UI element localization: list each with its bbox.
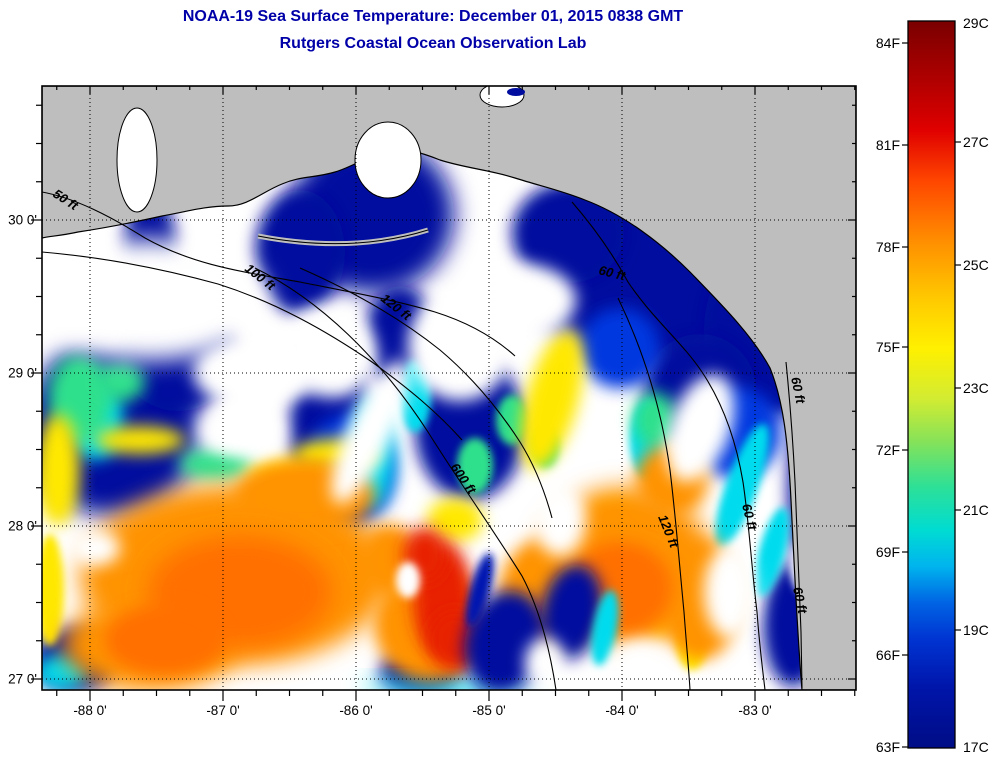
cloud-blob (704, 546, 756, 638)
grid-lines (42, 86, 856, 690)
sst-blob (95, 426, 185, 454)
sst-blob (179, 448, 251, 480)
cbar-label-19c: 19C (963, 622, 989, 638)
cloud-blob (396, 562, 420, 598)
lon-label--88: -88 0' (73, 703, 106, 718)
cloud-blob (525, 638, 565, 686)
lon-label--85: -85 0' (472, 703, 505, 718)
sst-blob (714, 423, 770, 549)
contour-120ft-west (299, 267, 553, 519)
sst-blob (754, 507, 790, 597)
cbar-label-72f: 72F (876, 442, 900, 458)
title: NOAA-19 Sea Surface Temperature: Decembe… (183, 8, 684, 52)
sst-blob (541, 564, 603, 660)
sst-blob (42, 414, 80, 526)
cloud-blob (331, 360, 409, 504)
lon-label--86: -86 0' (339, 703, 372, 718)
cbar-label-29c: 29C (963, 15, 989, 31)
contour-60ft-flcoast (785, 361, 803, 689)
bay-west (116, 107, 158, 213)
cbar-label-17c: 17C (963, 739, 989, 755)
contour-label-60ft-coast-s: 60 ft (790, 586, 810, 616)
sst-blob (580, 308, 660, 388)
contour-50ft (42, 191, 516, 357)
cold-speck (507, 88, 525, 96)
title-line2: Rutgers Coastal Ocean Observation Lab (280, 35, 587, 52)
plot-frame (41, 85, 857, 691)
sst-blob (457, 438, 493, 494)
contour-120ft-east (617, 297, 691, 690)
cbar-label-27c: 27C (963, 134, 989, 150)
cloud-blob (198, 404, 282, 456)
cloud-blob (534, 484, 586, 556)
map-plot-area: 50 ft 100 ft 120 ft 600 ft 60 ft 120 ft … (42, 86, 856, 690)
colorbar-gradient (907, 20, 956, 749)
lat-label-30: 30 0' (8, 213, 37, 228)
contour-60ft-bigbend (571, 201, 766, 690)
lon-label--83: -83 0' (738, 703, 771, 718)
axis-ticks (31, 86, 856, 701)
sea-surface-temperature-field (42, 137, 856, 690)
colorbar: 84F 81F 78F 75F 72F 69F 66F 63F 29C 27C … (876, 15, 989, 755)
sst-blob (520, 330, 584, 470)
cbar-label-25c: 25C (963, 257, 989, 273)
lon-label--87: -87 0' (206, 703, 239, 718)
sst-blob (464, 590, 546, 690)
cloud-blob (614, 642, 666, 682)
land-gulf-coast (42, 86, 856, 690)
cloud-blob (464, 264, 576, 336)
cbar-label-21c: 21C (963, 502, 989, 518)
cbar-label-75f: 75F (876, 339, 900, 355)
land-layer (42, 86, 856, 690)
lon-label--84: -84 0' (605, 703, 638, 718)
cloud-blob (665, 374, 735, 482)
barrier-islands-outline (257, 229, 429, 245)
cloud-blob (70, 530, 120, 566)
contour-600ft (254, 267, 557, 690)
sst-blob (633, 392, 677, 448)
contour-label-60ft-mid: 60 ft (739, 502, 760, 532)
lat-label-27: 27 0' (8, 672, 37, 687)
colorbar-c-labels: 29C 27C 25C 23C 21C 19C 17C (963, 15, 989, 755)
sst-blob (427, 498, 483, 542)
sst-blob (42, 534, 64, 646)
sst-blob (105, 605, 225, 675)
cbar-label-63f: 63F (876, 739, 900, 755)
sst-blob (466, 553, 494, 627)
y-axis-labels: 30 0' 29 0' 28 0' 27 0' (8, 213, 37, 687)
cloud-blob (282, 306, 378, 398)
contour-label-60ft-coast-n: 60 ft (788, 376, 808, 406)
colorbar-ticks (902, 42, 961, 748)
colorbar-f-labels: 84F 81F 78F 75F 72F 69F 66F 63F (876, 35, 900, 755)
title-line1: NOAA-19 Sea Surface Temperature: Decembe… (183, 8, 684, 25)
sst-blob (255, 190, 345, 314)
cbar-label-23c: 23C (963, 380, 989, 396)
sst-blob (496, 395, 528, 445)
cbar-label-69f: 69F (876, 544, 900, 560)
cloud-blob (42, 240, 268, 360)
contour-label-60ft-bigbend: 60 ft (597, 262, 627, 283)
sst-blob (95, 362, 145, 402)
sst-blob (512, 183, 624, 283)
lat-label-29: 29 0' (8, 366, 37, 381)
depth-contours (42, 191, 803, 690)
cbar-label-66f: 66F (876, 647, 900, 663)
cbar-label-78f: 78F (876, 239, 900, 255)
cbar-label-81f: 81F (876, 137, 900, 153)
sst-blob (591, 590, 619, 666)
contour-100ft (42, 251, 463, 441)
cbar-label-84f: 84F (876, 35, 900, 51)
x-axis-labels: -88 0' -87 0' -86 0' -85 0' -84 0' -83 0… (73, 703, 771, 718)
lat-label-28: 28 0' (8, 519, 37, 534)
mobile-bay (354, 121, 422, 199)
